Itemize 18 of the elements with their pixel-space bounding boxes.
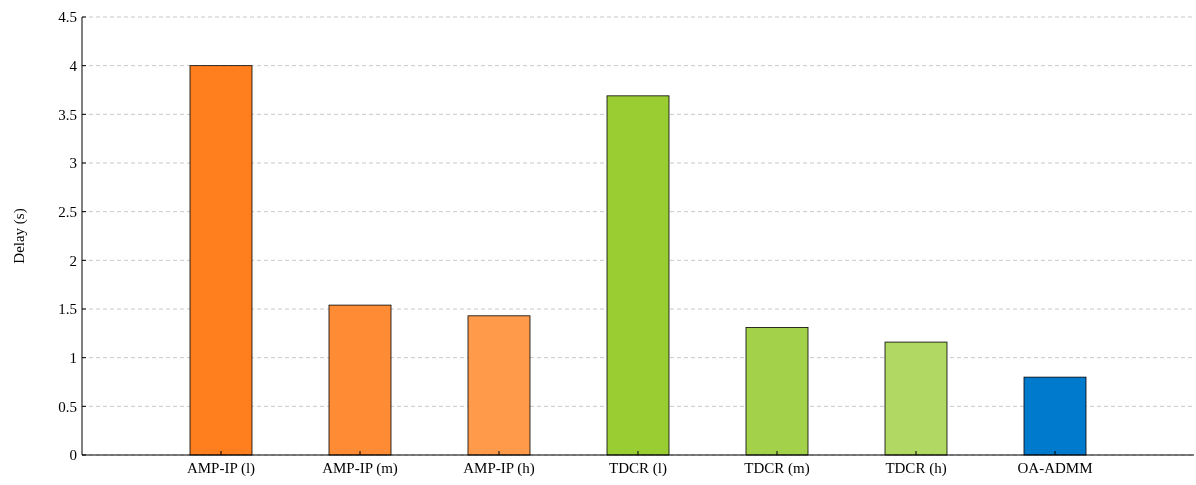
x-tick-label: AMP-IP (l) (186, 460, 256, 477)
y-tick-label: 4 (69, 57, 78, 74)
x-tick-label: AMP-IP (m) (322, 460, 398, 477)
x-tick-label: AMP-IP (h) (463, 460, 535, 477)
y-tick-label: 0 (69, 447, 77, 464)
y-tick-label: 1.5 (58, 301, 77, 318)
y-tick-label: 1 (69, 349, 77, 366)
y-tick-label: 4.5 (58, 9, 77, 26)
y-axis-title: Delay (s) (11, 208, 28, 264)
y-tick-label: 2.5 (58, 203, 77, 220)
x-tick-label: TDCR (l) (609, 460, 667, 477)
y-tick-label: 3 (69, 155, 77, 172)
y-tick-label: 3.5 (58, 106, 77, 123)
x-tick-label: TDCR (h) (885, 460, 947, 477)
y-tick-label: 2 (69, 252, 77, 269)
y-tick-label: 0.5 (58, 398, 77, 415)
x-tick-label: OA-ADMM (1017, 460, 1093, 476)
x-tick-label: TDCR (m) (744, 460, 810, 477)
